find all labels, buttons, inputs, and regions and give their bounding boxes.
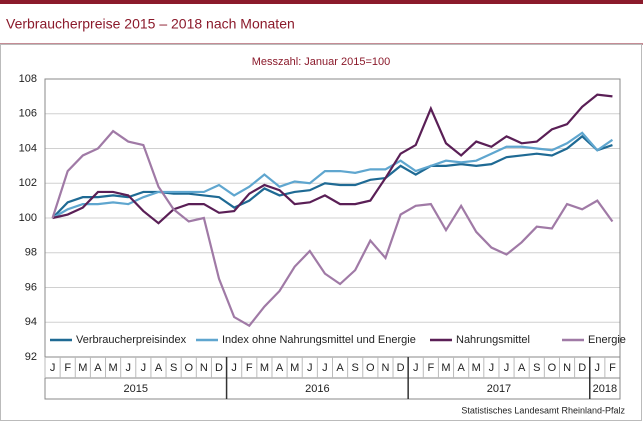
x-tick-label: J (231, 362, 237, 374)
legend-label: Verbraucherpreisindex (76, 334, 187, 346)
x-tick-label: M (472, 362, 481, 374)
x-tick-label: J (489, 362, 495, 374)
x-tick-label: F (427, 362, 434, 374)
x-tick-label: A (457, 362, 465, 374)
x-tick-label: D (397, 362, 405, 374)
x-tick-label: O (366, 362, 375, 374)
x-tick-label: S (170, 362, 177, 374)
panel (0, 44, 642, 421)
x-tick-label: N (381, 362, 389, 374)
y-tick-label: 96 (25, 281, 37, 293)
x-tick-label: F (609, 362, 616, 374)
x-tick-label: S (352, 362, 359, 374)
series-line (52, 131, 614, 219)
source: Statistisches Landesamt Rheinland-Pfalz (461, 405, 625, 415)
chart-subtitle: Messzahl: Januar 2015=100 (252, 56, 391, 68)
x-tick-label: M (441, 362, 450, 374)
y-tick-label: 102 (19, 177, 37, 189)
x-tick-label: J (141, 362, 147, 374)
legend-bg (46, 329, 619, 351)
x-tick-label: J (504, 362, 510, 374)
y-tick-label: 100 (19, 212, 37, 224)
x-tick-label: F (246, 362, 253, 374)
chart-title: Verbraucherpreise 2015 – 2018 nach Monat… (6, 16, 295, 32)
y-tick-label: 106 (19, 108, 37, 120)
x-tick-label: A (336, 362, 344, 374)
y-tick-label: 98 (25, 247, 37, 259)
x-tick-label: D (578, 362, 586, 374)
y-tick-label: 92 (25, 351, 37, 363)
x-tick-label: N (563, 362, 571, 374)
x-tick-label: J (413, 362, 419, 374)
series-line (51, 129, 614, 328)
x-tick-label: A (94, 362, 102, 374)
series-line (52, 93, 613, 225)
x-tick-label: M (290, 362, 299, 374)
x-tick-label: J (322, 362, 328, 374)
x-tick-label: O (184, 362, 193, 374)
x-tick-label: O (548, 362, 557, 374)
y-tick-label: 94 (25, 316, 37, 328)
x-tick-label: S (533, 362, 540, 374)
year-label: 2015 (124, 383, 148, 395)
year-label: 2016 (305, 383, 329, 395)
year-label: 2017 (487, 383, 511, 395)
top-bar (0, 0, 643, 4)
x-tick-label: M (109, 362, 118, 374)
x-tick-label: F (64, 362, 71, 374)
x-tick-label: J (50, 362, 56, 374)
series-line (51, 134, 613, 219)
x-tick-label: J (595, 362, 601, 374)
y-tick-label: 108 (19, 73, 37, 85)
year-label: 2018 (593, 383, 617, 395)
x-tick-label: J (307, 362, 313, 374)
y-tick-label: 104 (19, 142, 37, 154)
legend-label: Index ohne Nahrungsmittel und Energie (222, 334, 416, 346)
x-tick-label: D (215, 362, 223, 374)
x-tick-label: M (78, 362, 87, 374)
legend-label: Energie (588, 334, 626, 346)
legend-label: Nahrungsmittel (456, 334, 530, 346)
x-tick-label: A (276, 362, 284, 374)
x-tick-label: N (200, 362, 208, 374)
x-tick-label: J (125, 362, 131, 374)
x-tick-label: A (155, 362, 163, 374)
x-tick-label: A (518, 362, 526, 374)
x-tick-label: M (260, 362, 269, 374)
